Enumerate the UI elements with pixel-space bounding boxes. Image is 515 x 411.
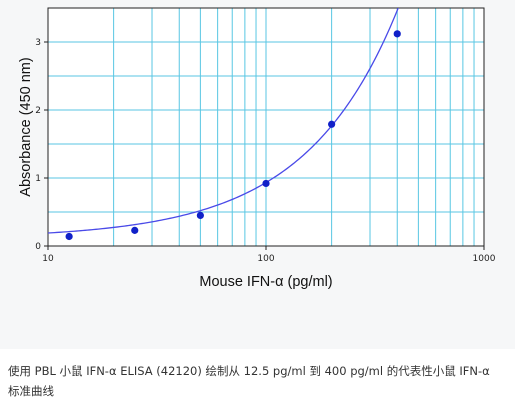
data-point (196, 211, 204, 219)
axes (44, 7, 485, 250)
x-tick-label: 100 (257, 254, 274, 264)
data-point (328, 120, 336, 128)
y-tick-label: 3 (35, 38, 41, 48)
x-tick-label: 10 (42, 254, 54, 264)
chart-panel: 0 1 2 3 10 100 1000 Mouse IFN-α (pg/ml) Absorb… (18, 7, 496, 290)
tick-labels: 0 1 2 3 10 100 1000 (35, 38, 495, 264)
x-tick-label: 1000 (473, 254, 496, 264)
data-points (65, 30, 401, 241)
grid-lines (48, 7, 484, 246)
data-point (131, 226, 139, 234)
y-axis-label: Absorbance (450 nm) (18, 57, 34, 196)
y-tick-label: 1 (35, 174, 41, 184)
y-tick-label: 2 (35, 106, 41, 116)
standard-curve-chart: 0 1 2 3 10 100 1000 Mouse IFN-α (pg/ml) Absorb… (18, 7, 496, 290)
y-tick-label: 0 (35, 242, 41, 252)
data-point (393, 30, 401, 38)
data-point (262, 179, 270, 188)
figure-caption: 使用 PBL 小鼠 IFN-α ELISA (42120) 绘制从 12.5 p… (8, 364, 490, 398)
data-point (65, 232, 73, 241)
x-axis-label: Mouse IFN-α (pg/ml) (199, 274, 332, 290)
